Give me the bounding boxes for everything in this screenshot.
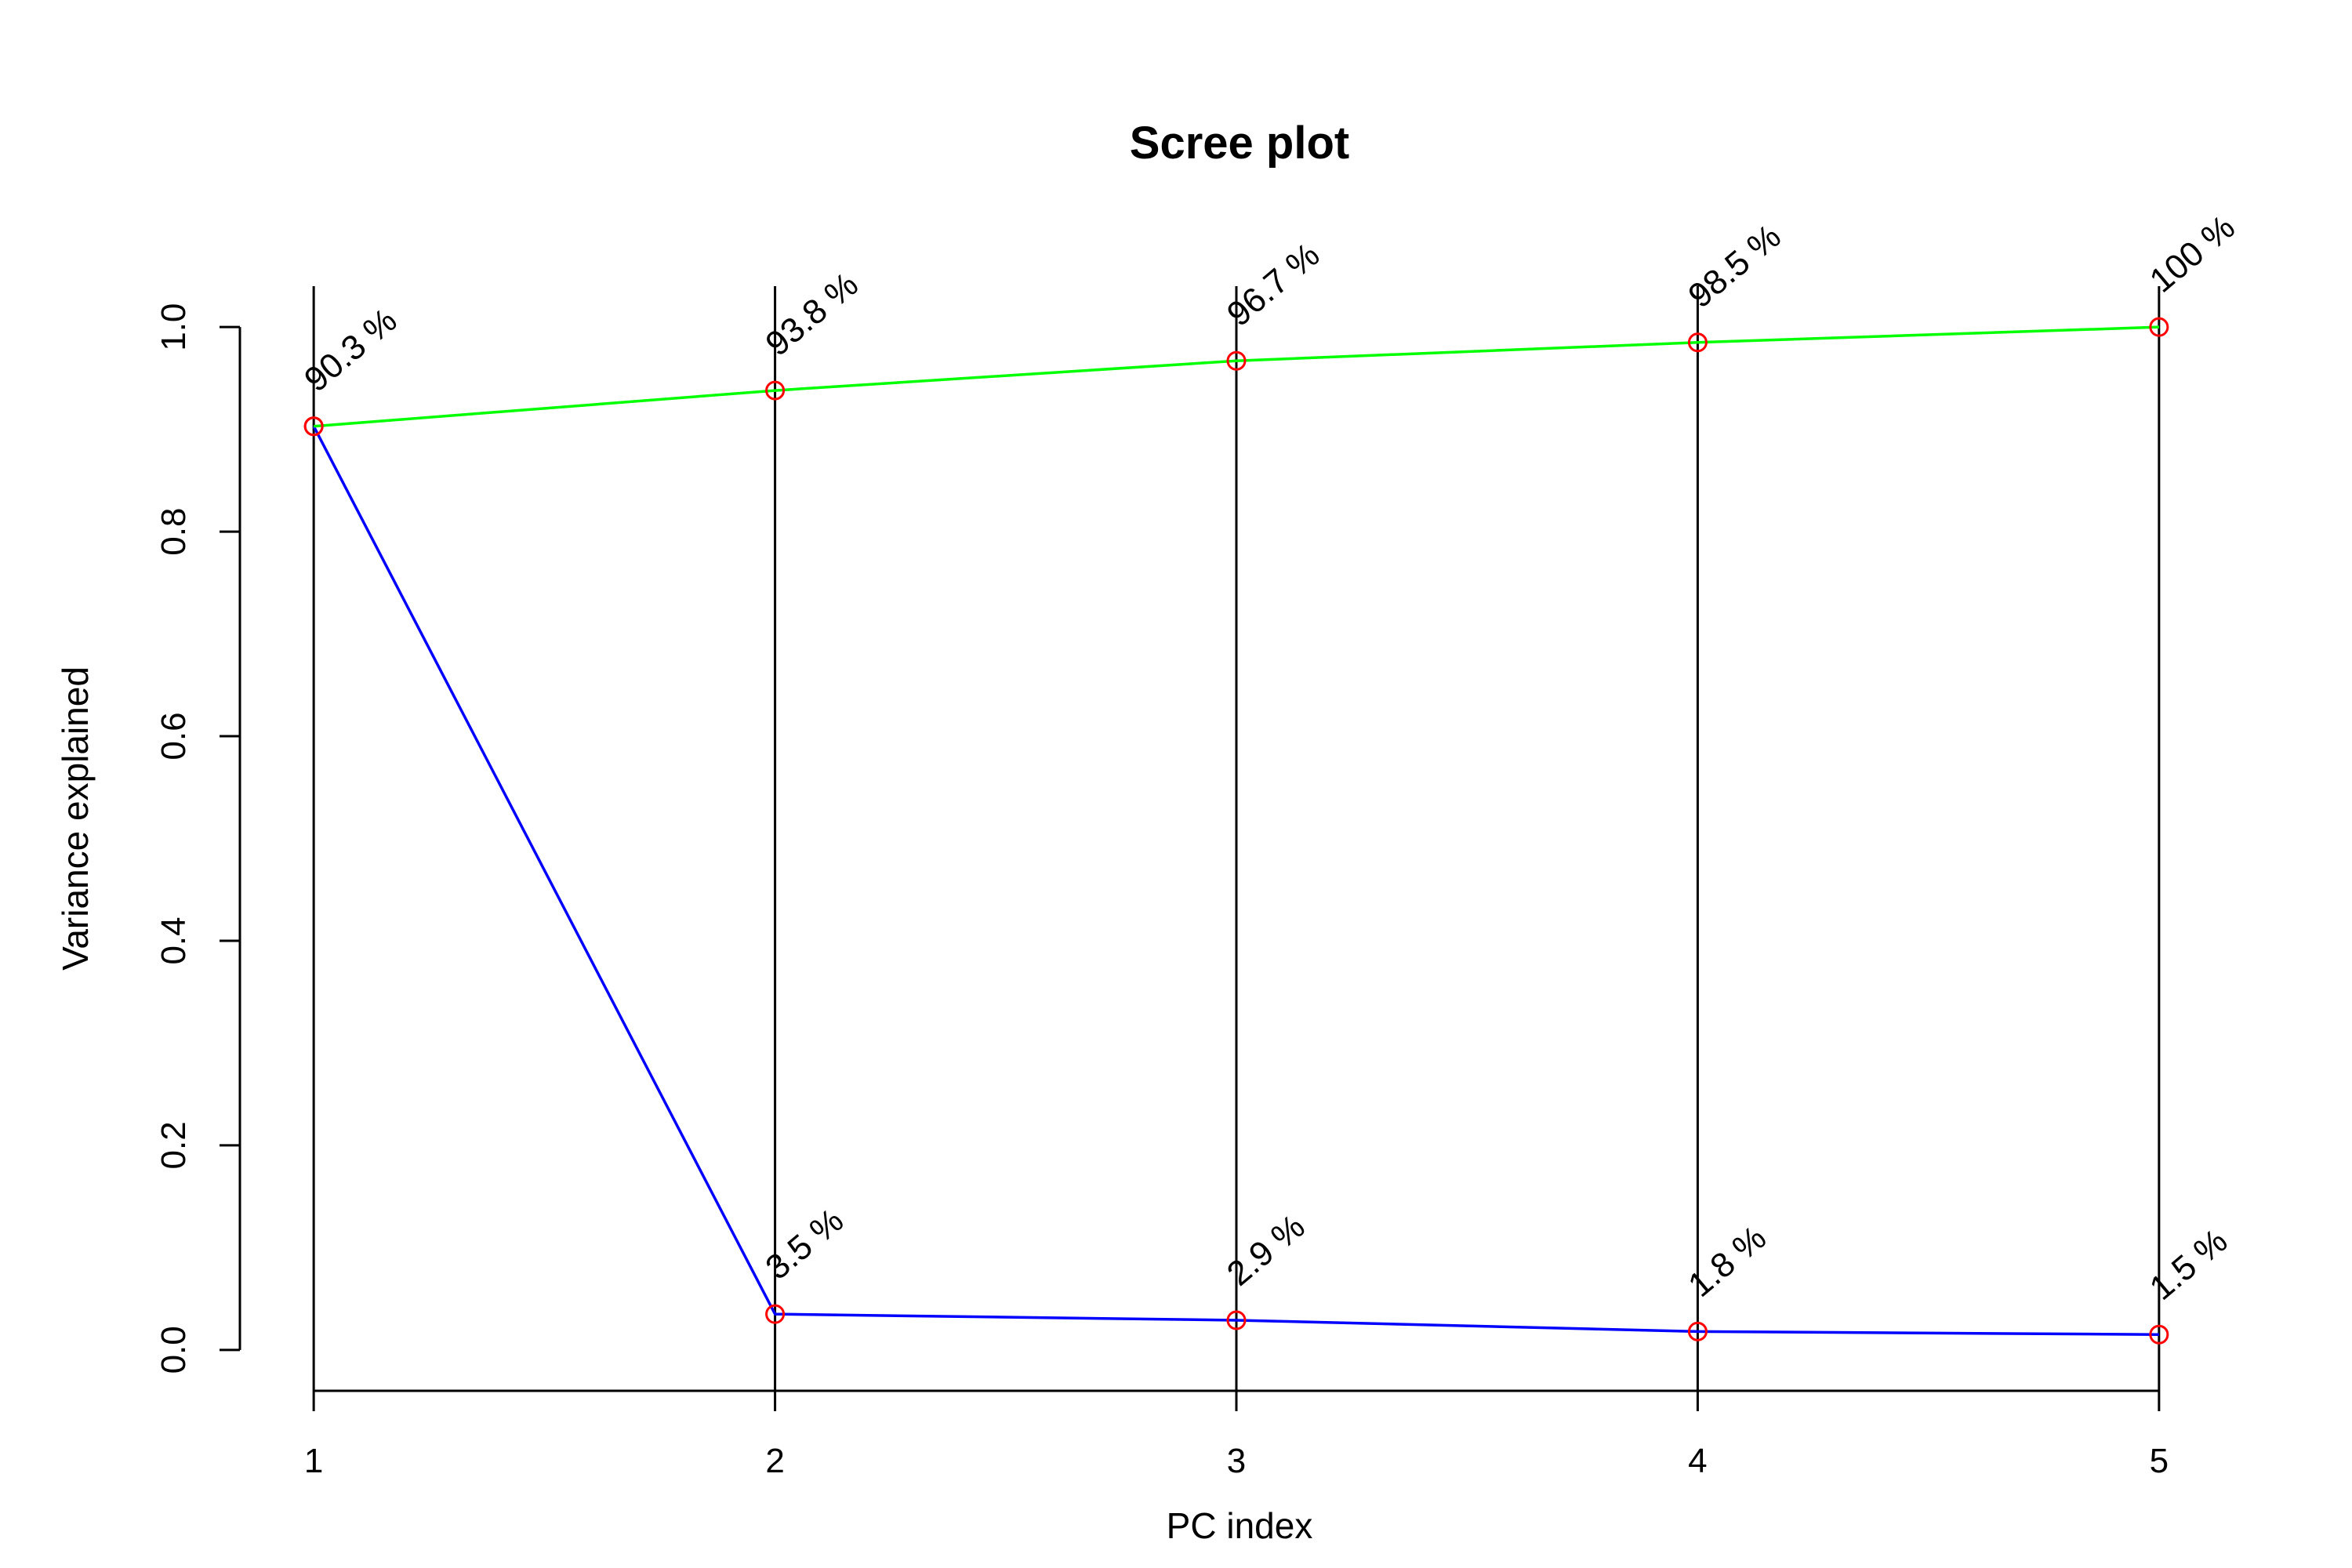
series-1-label-3: 2.9 %	[1220, 1207, 1312, 1294]
series-2-label-3: 96.7 %	[1220, 235, 1327, 334]
series-2-point-3	[1226, 350, 1247, 371]
y-tick-label-2: 0.4	[154, 916, 193, 964]
series-2-label-5: 100 %	[2143, 208, 2242, 300]
series-2-point-5	[2149, 317, 2169, 337]
series-2-point-4	[1687, 332, 1708, 353]
series-1-label-5: 1.5 %	[2143, 1221, 2235, 1308]
y-tick-label-0: 0.0	[154, 1326, 193, 1374]
y-tick-label-3: 0.6	[154, 712, 193, 760]
x-tick-label-1: 1	[304, 1442, 323, 1480]
x-axis-title: PC index	[1167, 1505, 1313, 1546]
series-2-line	[314, 325, 2159, 428]
series-2-label-4: 98.5 %	[1681, 217, 1788, 316]
plot-area: 1 2 3 4 5 0.0 0.2 0.4 0.6 0.8 1.0 3.5 % 2.9 % 1.8 % 1.…	[154, 208, 2242, 1480]
chart-title: Scree plot	[1130, 118, 1349, 169]
series-2-point-2	[765, 380, 786, 401]
x-tick-label-4: 4	[1688, 1442, 1707, 1480]
series-1-point-2	[765, 1304, 786, 1324]
y-tick-label-4: 0.8	[154, 508, 193, 556]
y-axis-title: Variance explained	[55, 666, 96, 971]
series-1-label-2: 3.5 %	[759, 1201, 851, 1287]
series-1-point-4	[1687, 1321, 1708, 1341]
y-tick-label-1: 0.2	[154, 1121, 193, 1169]
series-2-point-1	[303, 416, 324, 437]
series-1-point-5	[2149, 1324, 2169, 1345]
series-1-label-4: 1.8 %	[1681, 1218, 1773, 1305]
series-1-point-3	[1226, 1310, 1247, 1330]
x-tick-label-2: 2	[765, 1442, 784, 1480]
x-tick-label-3: 3	[1227, 1442, 1246, 1480]
series-1-line	[312, 425, 2159, 1336]
y-tick-label-5: 1.0	[154, 303, 193, 351]
x-tick-label-5: 5	[2150, 1442, 2169, 1480]
